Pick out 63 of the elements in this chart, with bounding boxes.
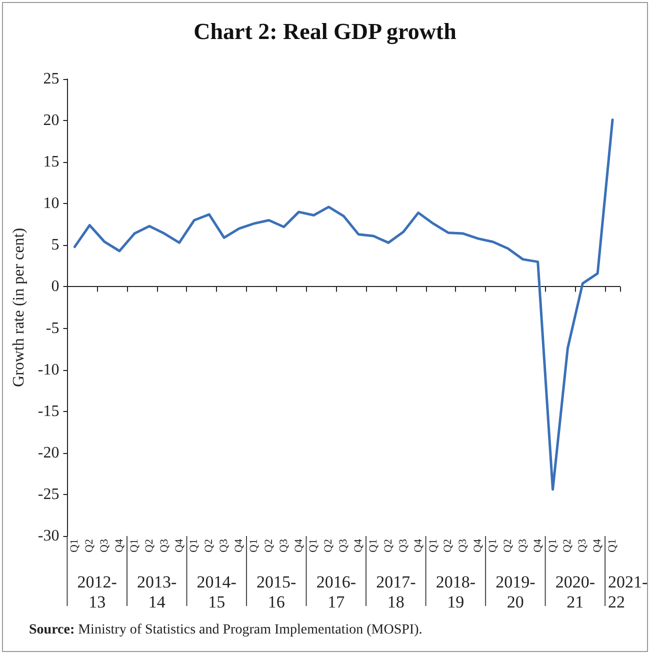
line-series — [73, 118, 614, 491]
text: 2019-20 — [496, 572, 536, 612]
x-tick-label: Q2 — [322, 539, 335, 552]
x-tick-label: Q4 — [532, 538, 544, 552]
text: 2016-17 — [316, 572, 356, 612]
x-tick-label: Q2 — [84, 539, 96, 552]
text: 2014-15 — [196, 572, 237, 612]
x-tick-label: Q2 — [203, 539, 216, 552]
x-tick-label: Q3 — [158, 538, 170, 552]
y-tick-label: 15 — [43, 154, 60, 171]
x-tick-label: Q4 — [412, 538, 424, 552]
y-tick-label: 25 — [43, 70, 60, 88]
y-tick-label: -15 — [38, 402, 60, 420]
x-tick-label: Q1 — [188, 539, 200, 552]
chart-title: Chart 2: Real GDP growth — [194, 19, 457, 45]
y-tick-label: -10 — [38, 361, 60, 378]
x-tick-label: Q1 — [606, 539, 619, 552]
x-tick-label: Q3 — [516, 538, 529, 552]
x-tick-label: Q1 — [68, 539, 81, 552]
y-tick-label: -25 — [38, 486, 60, 503]
x-tick-label: Q1 — [487, 539, 500, 552]
x-tick-label: Q3 — [218, 538, 230, 552]
y-tick-label: -20 — [38, 444, 60, 462]
y-axis-title: Growth rate (in per cent) — [10, 228, 28, 388]
x-tick-label: Q1 — [308, 539, 320, 552]
y-tick-label: 20 — [43, 112, 60, 130]
x-tick-label: Q4 — [292, 538, 305, 552]
x-tick-label: Q3 — [278, 538, 290, 552]
x-tick-label: Q2 — [143, 539, 156, 552]
x-tick-label: Q1 — [128, 539, 140, 552]
x-tick-label: Q3 — [98, 538, 111, 552]
text: 2017-18 — [376, 572, 416, 612]
x-tick-label: Q3 — [457, 538, 470, 552]
source-note: Source: Ministry of Statistics and Program Implementation (MOSPI). — [29, 622, 422, 638]
text: 2013-14 — [137, 572, 178, 612]
x-tick-label: Q2 — [442, 539, 454, 552]
x-tick-label: Q3 — [576, 538, 589, 552]
x-tick-label: Q4 — [592, 538, 604, 552]
y-tick-label: 5 — [51, 236, 60, 254]
x-tick-label: Q4 — [233, 538, 246, 552]
x-tick-label: Q4 — [352, 538, 365, 552]
text: 2021-22 — [608, 572, 648, 612]
text: 2012-13 — [77, 572, 118, 612]
x-tick-label: Q4 — [114, 538, 126, 552]
y-tick-label: 10 — [43, 195, 60, 212]
x-tick-label: Q2 — [382, 539, 394, 552]
x-tick-label: Q3 — [397, 538, 410, 552]
x-tick-label: Q2 — [502, 539, 514, 552]
text: 2015-16 — [256, 572, 297, 612]
x-tick-label: Q2 — [262, 539, 275, 552]
x-tick-label: Q2 — [562, 539, 574, 552]
x-tick-label: Q1 — [248, 539, 260, 552]
x-tick-label: Q4 — [472, 538, 484, 552]
y-tick-label: -5 — [46, 320, 60, 337]
y-tick-label: 0 — [51, 278, 60, 296]
text: 2018-19 — [436, 572, 476, 612]
x-tick-label: Q1 — [546, 539, 559, 552]
text: 2020-21 — [555, 572, 596, 612]
x-tick-label: Q3 — [338, 538, 350, 552]
x-tick-label: Q1 — [367, 539, 380, 552]
x-tick-label: Q1 — [427, 539, 440, 552]
x-tick-label: Q4 — [173, 538, 186, 552]
y-tick-label: -30 — [38, 528, 60, 544]
